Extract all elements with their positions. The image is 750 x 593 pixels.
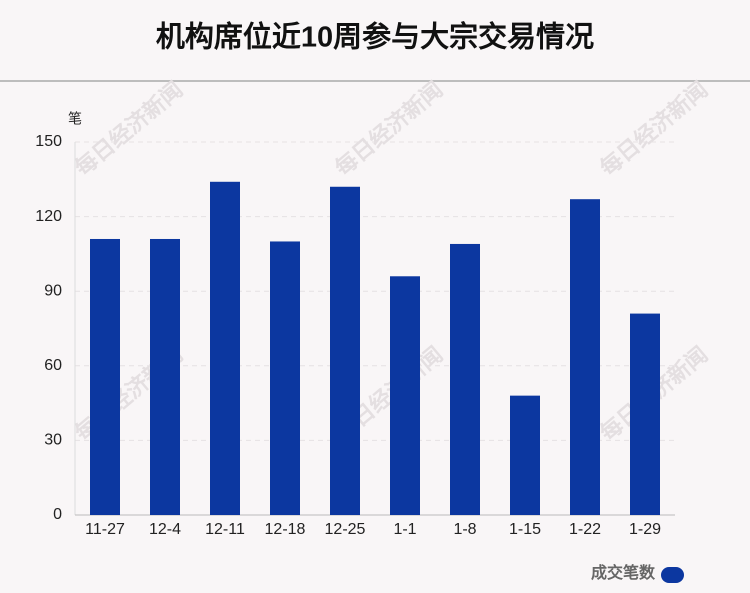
x-tick-label: 1-8 bbox=[453, 521, 476, 538]
bar bbox=[450, 243, 480, 515]
bar bbox=[510, 395, 540, 515]
x-tick-label: 1-1 bbox=[393, 521, 416, 538]
y-tick-label: 90 bbox=[44, 282, 62, 299]
x-tick-label: 1-29 bbox=[629, 521, 661, 538]
chart-title: 机构席位近10周参与大宗交易情况 bbox=[156, 20, 594, 54]
legend-swatch bbox=[661, 567, 684, 583]
bar bbox=[150, 238, 180, 516]
x-tick-label: 1-15 bbox=[509, 521, 541, 538]
bar bbox=[210, 181, 240, 515]
y-tick-label: 150 bbox=[35, 133, 62, 150]
x-tick-label: 12-18 bbox=[265, 521, 306, 538]
y-tick-label: 0 bbox=[53, 506, 62, 523]
x-tick-label: 11-27 bbox=[85, 521, 125, 538]
x-tick-label: 12-25 bbox=[325, 521, 366, 538]
bar bbox=[570, 199, 600, 515]
bar bbox=[390, 276, 420, 515]
bar bbox=[270, 241, 300, 515]
bar bbox=[330, 186, 360, 515]
x-tick-label: 12-4 bbox=[149, 521, 181, 538]
bar bbox=[630, 313, 660, 515]
x-tick-label: 1-22 bbox=[569, 521, 601, 538]
y-tick-label: 60 bbox=[44, 357, 62, 374]
y-unit: 笔 bbox=[68, 111, 82, 127]
y-tick-label: 30 bbox=[44, 432, 62, 449]
bar bbox=[90, 238, 120, 516]
y-tick-label: 120 bbox=[35, 208, 62, 225]
legend-label: 成交笔数 bbox=[591, 563, 656, 582]
x-tick-label: 12-11 bbox=[205, 521, 245, 538]
